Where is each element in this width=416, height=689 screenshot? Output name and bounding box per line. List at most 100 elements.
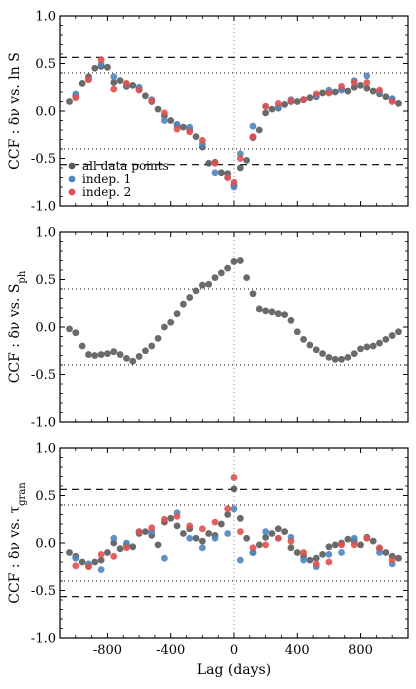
legend-marker bbox=[68, 162, 76, 170]
data-point bbox=[116, 351, 124, 358]
y-tick-label: -0.5 bbox=[31, 584, 56, 599]
data-point bbox=[173, 522, 181, 530]
data-point bbox=[72, 554, 80, 562]
data-point bbox=[129, 81, 137, 89]
data-point bbox=[186, 534, 194, 542]
x-tick-label: -400 bbox=[156, 643, 185, 658]
data-point bbox=[230, 474, 238, 481]
data-point bbox=[72, 562, 80, 570]
data-point bbox=[224, 511, 232, 518]
data-point bbox=[268, 105, 276, 113]
data-point bbox=[116, 77, 124, 84]
data-point bbox=[154, 105, 162, 113]
data-point bbox=[300, 335, 307, 343]
y-tick-label: 0.5 bbox=[35, 489, 56, 504]
data-point bbox=[319, 89, 326, 97]
data-point bbox=[154, 335, 162, 342]
data-point bbox=[357, 541, 364, 549]
data-point bbox=[230, 505, 238, 513]
y-tick-label: 0.5 bbox=[35, 57, 56, 72]
data-point bbox=[325, 551, 333, 558]
data-point bbox=[287, 97, 295, 104]
data-point bbox=[344, 87, 352, 95]
data-point bbox=[262, 109, 270, 117]
panel-1: 1.0 0.5 0.0 -0.5 -1.0 CCF : δν vs. ln S all da… bbox=[7, 10, 409, 215]
data-point bbox=[344, 354, 352, 361]
data-point bbox=[249, 544, 257, 552]
data-point bbox=[135, 528, 143, 535]
data-point bbox=[274, 534, 282, 542]
y-axis-label: CCF : δν vs. ln S bbox=[7, 52, 23, 170]
data-point bbox=[255, 305, 263, 313]
data-point bbox=[363, 343, 371, 351]
data-point bbox=[198, 537, 206, 545]
data-point bbox=[395, 554, 402, 562]
data-point bbox=[363, 84, 371, 92]
data-point bbox=[243, 274, 251, 281]
data-point bbox=[161, 323, 168, 331]
data-point bbox=[224, 505, 232, 513]
data-point bbox=[173, 125, 181, 133]
data-point bbox=[338, 355, 345, 363]
data-point bbox=[388, 556, 396, 564]
data-point bbox=[192, 133, 200, 141]
data-point bbox=[85, 351, 92, 358]
data-point bbox=[325, 89, 333, 97]
data-point bbox=[110, 73, 118, 81]
data-point bbox=[211, 518, 219, 526]
data-point bbox=[363, 534, 371, 542]
data-point bbox=[300, 556, 307, 564]
data-point bbox=[72, 329, 80, 337]
data-point bbox=[306, 341, 314, 349]
data-point bbox=[395, 100, 402, 107]
data-point bbox=[243, 534, 251, 542]
data-point bbox=[205, 530, 213, 537]
data-point bbox=[363, 72, 371, 80]
series-3 bbox=[72, 56, 396, 186]
legend-label: indep. 2 bbox=[82, 185, 131, 199]
y-tick-label: 0.0 bbox=[35, 321, 56, 336]
data-point bbox=[312, 560, 320, 568]
data-point bbox=[306, 556, 314, 564]
data-point bbox=[236, 556, 244, 564]
data-point bbox=[268, 530, 276, 537]
data-point bbox=[236, 257, 244, 264]
data-point bbox=[192, 287, 200, 295]
data-point bbox=[104, 63, 111, 71]
x-axis-label: Lag (days) bbox=[197, 662, 271, 678]
data-point bbox=[142, 347, 149, 355]
data-point bbox=[85, 563, 92, 571]
data-point bbox=[325, 543, 333, 551]
data-point bbox=[312, 90, 320, 98]
data-point bbox=[167, 117, 175, 124]
data-point bbox=[217, 520, 225, 528]
data-point bbox=[211, 159, 219, 167]
y-tick-label: -0.5 bbox=[31, 152, 56, 167]
data-point bbox=[123, 80, 130, 87]
y-tick-label: 0.0 bbox=[35, 105, 56, 120]
data-point bbox=[293, 549, 301, 556]
data-point bbox=[230, 178, 238, 186]
data-point bbox=[154, 541, 162, 549]
data-point bbox=[66, 325, 73, 333]
data-point bbox=[198, 544, 206, 552]
data-point bbox=[205, 280, 213, 288]
data-point bbox=[135, 86, 143, 94]
data-point bbox=[211, 274, 219, 281]
panel-2: 1.0 0.5 0.0 -0.5 -1.0 CCF : δν vs. Sph bbox=[7, 226, 409, 431]
data-point bbox=[388, 98, 396, 105]
data-point bbox=[382, 93, 390, 101]
data-point bbox=[382, 335, 390, 343]
data-point bbox=[344, 535, 352, 543]
data-point bbox=[350, 541, 358, 549]
data-point bbox=[369, 537, 377, 545]
x-tick-label: 0 bbox=[230, 643, 238, 658]
data-point bbox=[161, 554, 168, 562]
data-point bbox=[338, 549, 345, 556]
data-point bbox=[97, 566, 105, 573]
y-tick-label: 0.5 bbox=[35, 273, 56, 288]
data-point bbox=[382, 549, 390, 556]
y-tick-label: -0.5 bbox=[31, 368, 56, 383]
data-point bbox=[78, 342, 86, 350]
data-point bbox=[91, 352, 99, 359]
